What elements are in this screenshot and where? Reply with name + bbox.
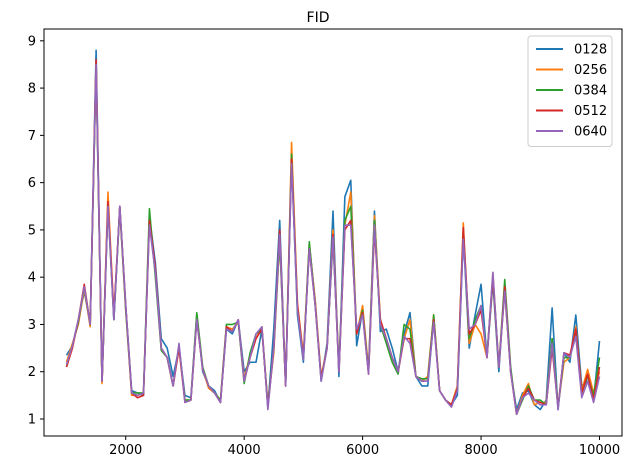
y-tick-label: 3 bbox=[28, 318, 36, 333]
legend-label-0128: 0128 bbox=[574, 43, 607, 58]
y-tick-label: 4 bbox=[28, 271, 36, 286]
y-tick-label: 8 bbox=[28, 82, 36, 97]
x-tick-label: 2000 bbox=[109, 443, 142, 458]
y-axis: 1 2 3 4 5 6 7 8 9 bbox=[28, 34, 44, 427]
x-tick-label: 10000 bbox=[579, 443, 620, 458]
axes-frame bbox=[43, 28, 623, 437]
legend-box bbox=[527, 35, 613, 147]
legend: 0128 0256 0384 0512 0640 bbox=[527, 35, 613, 147]
y-tick-label: 6 bbox=[28, 176, 36, 191]
legend-label-0512: 0512 bbox=[574, 104, 607, 119]
y-tick-label: 1 bbox=[28, 412, 36, 427]
plot-area bbox=[65, 49, 601, 416]
legend-label-0384: 0384 bbox=[574, 84, 607, 99]
y-tick-label: 2 bbox=[28, 365, 36, 380]
legend-label-0640: 0640 bbox=[574, 125, 607, 140]
x-tick-label: 4000 bbox=[228, 443, 261, 458]
chart-title: FID bbox=[307, 10, 330, 26]
x-axis: 2000 4000 6000 8000 10000 bbox=[109, 436, 620, 458]
legend-label-0256: 0256 bbox=[574, 63, 607, 78]
y-tick-label: 5 bbox=[28, 223, 36, 238]
series-line-0640 bbox=[65, 63, 601, 416]
x-tick-label: 6000 bbox=[346, 443, 379, 458]
y-tick-label: 9 bbox=[28, 34, 36, 49]
y-tick-label: 7 bbox=[28, 129, 36, 144]
x-tick-label: 8000 bbox=[465, 443, 498, 458]
